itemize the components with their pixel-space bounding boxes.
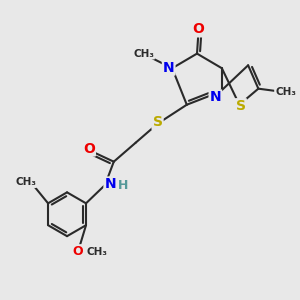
Text: N: N <box>104 178 116 191</box>
Text: CH₃: CH₃ <box>275 87 296 97</box>
Text: CH₃: CH₃ <box>15 177 36 187</box>
Text: H: H <box>118 179 128 192</box>
Text: O: O <box>72 245 83 258</box>
Text: S: S <box>236 99 246 113</box>
Text: N: N <box>210 90 221 104</box>
Text: CH₃: CH₃ <box>133 49 154 58</box>
Text: CH₃: CH₃ <box>87 247 108 256</box>
Text: S: S <box>153 115 163 129</box>
Text: O: O <box>83 142 95 155</box>
Text: O: O <box>193 22 204 36</box>
Text: N: N <box>163 61 175 75</box>
